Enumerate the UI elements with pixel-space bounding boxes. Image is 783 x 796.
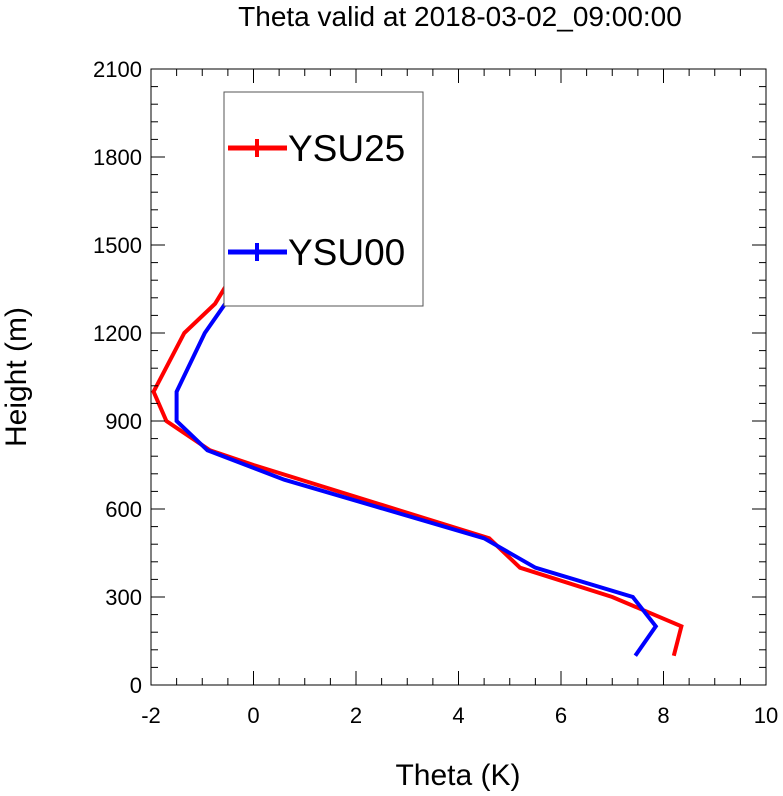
x-tick-label: 8 (657, 703, 669, 728)
x-tick-label: 4 (452, 703, 464, 728)
y-tick-label: 1500 (93, 233, 142, 258)
legend-label-ysu00: YSU00 (288, 232, 405, 273)
legend-label-ysu25: YSU25 (288, 128, 405, 169)
chart-title: Theta valid at 2018-03-02_09:00:00 (238, 1, 682, 32)
y-tick-label: 600 (105, 497, 142, 522)
y-tick-label: 0 (130, 673, 142, 698)
axis-ticks: -2 0 2 4 6 8 10 0 300 600 900 1200 1500 1800 2100 (93, 57, 778, 728)
x-tick-label: 2 (350, 703, 362, 728)
x-tick-label: 0 (247, 703, 259, 728)
x-tick-label: 6 (555, 703, 567, 728)
legend: YSU25 YSU00 (223, 91, 424, 307)
y-tick-label: 1200 (93, 321, 142, 346)
legend-box (223, 91, 424, 307)
y-axis-label: Height (m) (0, 307, 33, 447)
x-axis-label: Theta (K) (395, 759, 520, 792)
x-tick-label: -2 (141, 703, 161, 728)
y-tick-label: 300 (105, 585, 142, 610)
y-tick-label: 2100 (93, 57, 142, 82)
y-tick-label: 1800 (93, 145, 142, 170)
y-tick-label: 900 (105, 409, 142, 434)
x-tick-label: 10 (754, 703, 778, 728)
